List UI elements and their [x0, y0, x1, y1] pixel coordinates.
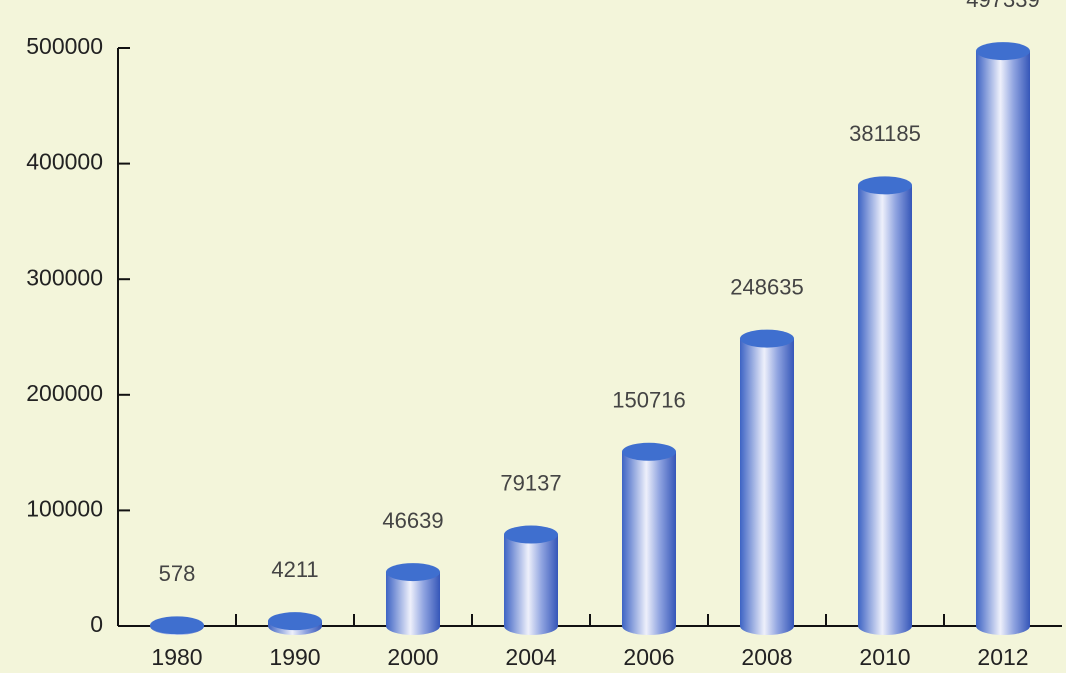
bar-base [740, 617, 794, 635]
bar [858, 185, 912, 626]
x-tick-label: 2006 [623, 644, 674, 670]
bar-base [622, 617, 676, 635]
bar-base [386, 617, 440, 635]
bar-base [858, 617, 912, 635]
y-tick-label: 100000 [26, 495, 103, 521]
x-tick-label: 2008 [741, 644, 792, 670]
x-tick-label: 2004 [505, 644, 556, 670]
x-tick-label: 2010 [859, 644, 910, 670]
bar-top [150, 616, 204, 635]
value-label: 79137 [500, 470, 561, 495]
value-label: 46639 [382, 508, 443, 533]
value-label: 381185 [849, 121, 921, 146]
value-label: 248635 [730, 274, 803, 299]
x-tick-label: 1990 [269, 644, 320, 670]
y-tick-label: 400000 [26, 149, 103, 175]
bar-top [976, 42, 1030, 61]
bar [622, 451, 676, 626]
bar-top [268, 612, 322, 631]
x-tick-label: 1980 [151, 644, 202, 670]
y-tick-label: 300000 [26, 264, 103, 290]
y-tick-label: 0 [90, 611, 103, 637]
value-label: 150716 [612, 388, 685, 413]
value-label: 578 [159, 561, 196, 586]
bar-top [740, 329, 794, 348]
bar-base [976, 617, 1030, 635]
x-tick-label: 2012 [977, 644, 1028, 670]
bar-top [386, 563, 440, 582]
bar-top [858, 176, 912, 195]
x-tick-label: 2000 [387, 644, 438, 670]
value-label: 497339 [966, 0, 1039, 12]
bar-top [622, 442, 676, 461]
y-tick-label: 500000 [26, 33, 103, 59]
bar [740, 338, 794, 626]
y-tick-label: 200000 [26, 380, 103, 406]
bar-top [504, 525, 558, 544]
bar-base [504, 617, 558, 635]
bar [976, 51, 1030, 627]
value-label: 4211 [271, 557, 318, 582]
bar [504, 534, 558, 626]
